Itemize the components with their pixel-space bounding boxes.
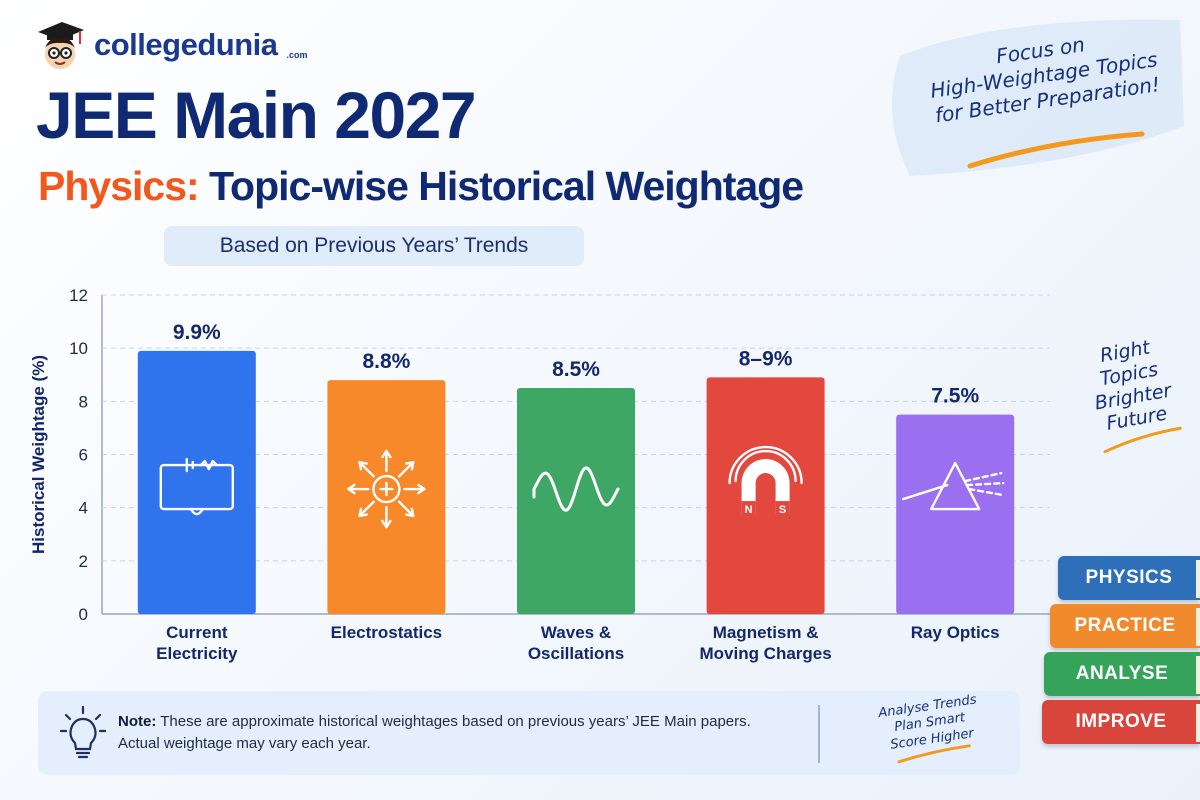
y-axis-label: Historical Weightage (%) [29, 355, 48, 554]
circuit-loop [159, 463, 235, 511]
field-arrow [397, 500, 415, 518]
y-tick-label: 0 [79, 605, 88, 624]
book-analyse: ANALYSE [1044, 652, 1200, 696]
note-motto: Analyse Trends Plan Smart Score Higher [872, 692, 990, 772]
y-tick-label: 8 [79, 392, 88, 411]
focus-callout: Focus on High-Weightage Topics for Bette… [880, 16, 1190, 181]
field-arrowhead [417, 483, 426, 495]
spectrum-ray [964, 471, 1003, 483]
light-ray [902, 483, 949, 501]
field-arrowhead [404, 460, 415, 471]
wave-curve [532, 466, 620, 512]
x-tick-label: Waves & [541, 623, 611, 642]
side-motto-underline [1103, 426, 1182, 454]
note-text: Note: These are approximate historical w… [118, 711, 751, 755]
page-title: JEE Main 2027 [36, 78, 477, 152]
data-label: 7.5% [931, 385, 979, 408]
note-line2: Actual weightage may vary each year. [118, 734, 371, 752]
prism-icon [902, 461, 1005, 511]
data-label: 8–9% [739, 347, 793, 370]
data-label: 9.9% [173, 321, 221, 344]
x-tick-label: Moving Charges [699, 644, 831, 663]
resistor [199, 459, 219, 471]
bar [327, 380, 446, 614]
data-label: 8.5% [552, 358, 600, 381]
x-tick-label: Oscillations [528, 644, 624, 663]
data-label: 8.8% [362, 350, 410, 373]
y-tick-label: 2 [79, 552, 88, 571]
field-line [734, 449, 797, 483]
subtitle-pill: Based on Previous Years’ Trends [164, 226, 584, 266]
field-arrow [397, 460, 415, 478]
note-divider [818, 705, 820, 763]
magnet-pole-n [741, 501, 756, 516]
bar [706, 377, 825, 614]
heading-rest: Topic-wise Historical Weightage [198, 163, 804, 209]
magnet-s-label: S [779, 504, 786, 516]
book-practice: PRACTICE [1050, 604, 1200, 648]
charge-field-icon [347, 449, 426, 529]
x-tick-label: Magnetism & [713, 623, 819, 642]
brand-name: collegedunia [94, 27, 278, 62]
y-tick-label: 6 [79, 446, 88, 465]
weightage-bar-chart: 0 2 4 6 8 10 12 Historical Weightage (%) 9.9% Cur… [29, 286, 1050, 663]
side-motto: Right Topics Brighter Future [1069, 331, 1197, 462]
bar [137, 350, 256, 614]
field-line [728, 445, 803, 485]
subject-label: Physics: [38, 163, 200, 209]
field-arrowhead [381, 519, 392, 529]
wave-icon [532, 466, 620, 512]
field-arrow [358, 460, 375, 478]
note-line1: These are approximate historical weighta… [156, 713, 751, 730]
circuit-icon [159, 457, 235, 516]
circuit-bulb [189, 507, 205, 516]
field-arrowhead [347, 483, 356, 495]
note-motto-underline [897, 744, 971, 764]
book-stack: PHYSICS PRACTICE ANALYSE IMPROVE [1040, 548, 1200, 780]
note-label: Note: [118, 713, 157, 730]
brand-logo: collegedunia .com [34, 16, 308, 74]
magnet-pole-s [775, 501, 790, 516]
lightbulb-icon [60, 705, 106, 759]
note-box: Note: These are approximate historical w… [38, 691, 1020, 775]
brand-suffix: .com [286, 50, 308, 60]
callout-brush-bg [892, 19, 1184, 176]
charge-circle [372, 474, 401, 504]
x-tick-label: Electricity [156, 644, 238, 663]
field-arrowhead [358, 507, 368, 518]
book-improve: IMPROVE [1042, 700, 1200, 744]
y-tick-label: 4 [79, 499, 88, 518]
book-physics: PHYSICS [1058, 556, 1200, 600]
spectrum-ray [966, 481, 1005, 487]
spectrum-ray [968, 487, 1005, 497]
x-tick-label: Ray Optics [911, 623, 1000, 642]
page-subtitle-heading: Physics: Topic-wise Historical Weightage [38, 163, 804, 209]
bar [517, 388, 635, 614]
x-tick-label: Current [166, 623, 228, 642]
magnet-n-label: N [745, 504, 753, 516]
y-tick-label: 10 [69, 339, 88, 358]
field-arrowhead [358, 460, 368, 471]
field-arrow [358, 500, 375, 518]
x-tick-label: Electrostatics [331, 623, 443, 642]
field-arrowhead [404, 507, 415, 518]
field-arrowhead [381, 449, 392, 459]
bar [896, 414, 1015, 614]
mascot-icon [38, 22, 84, 69]
y-tick-label: 12 [69, 286, 88, 305]
